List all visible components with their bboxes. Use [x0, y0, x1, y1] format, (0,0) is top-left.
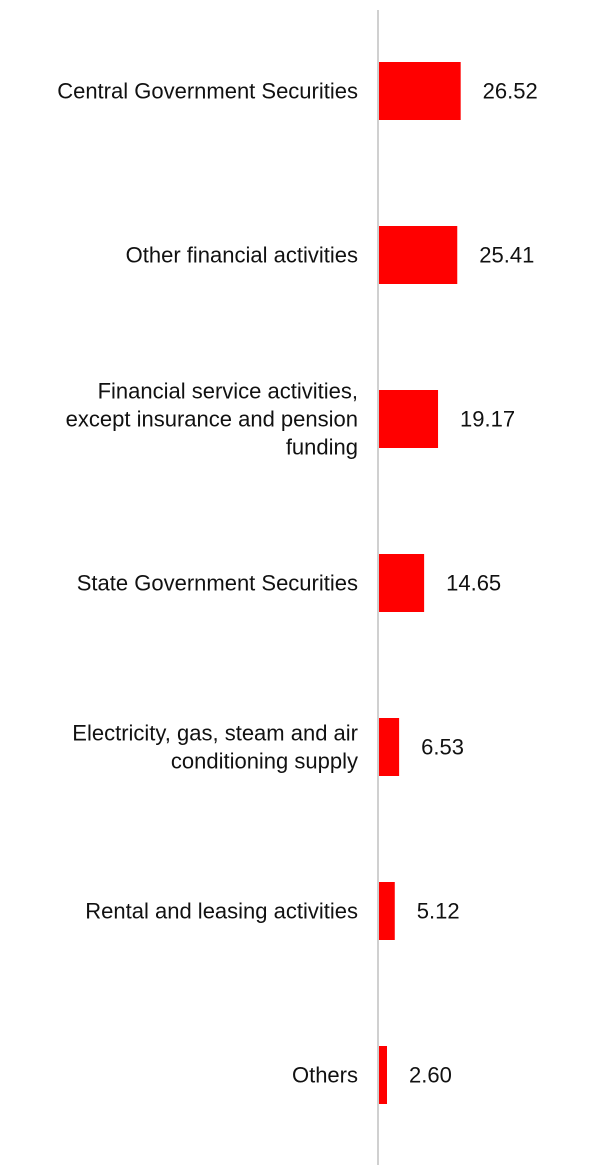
value-label: 14.65: [446, 571, 501, 596]
bar: [379, 718, 400, 776]
bars-layer: [379, 62, 461, 1104]
category-label: Financial service activities,: [98, 379, 358, 404]
category-label: Rental and leasing activities: [85, 899, 358, 924]
category-label: Other financial activities: [126, 243, 358, 268]
category-labels-layer: Central Government Securities Other finan…: [57, 79, 358, 1088]
bar: [379, 390, 439, 448]
value-label: 2.60: [409, 1063, 452, 1088]
value-label: 6.53: [421, 735, 464, 760]
bar: [379, 1046, 388, 1104]
bar: [379, 554, 425, 612]
value-label: 26.52: [483, 79, 538, 104]
category-label: except insurance and pension: [66, 407, 358, 432]
category-label: State Government Securities: [77, 571, 358, 596]
category-label: Others: [292, 1063, 358, 1088]
bar: [379, 882, 395, 940]
value-labels-layer: 26.52 25.41 19.17 14.65 6.53 5.12 2.60: [409, 79, 538, 1088]
value-label: 19.17: [460, 407, 515, 432]
category-label: Central Government Securities: [57, 79, 358, 104]
category-label: funding: [286, 435, 358, 460]
bar: [379, 62, 461, 120]
bar: [379, 226, 458, 284]
category-label: conditioning supply: [171, 749, 358, 774]
category-label: Electricity, gas, steam and air: [72, 721, 358, 746]
value-label: 25.41: [479, 243, 534, 268]
value-label: 5.12: [417, 899, 460, 924]
